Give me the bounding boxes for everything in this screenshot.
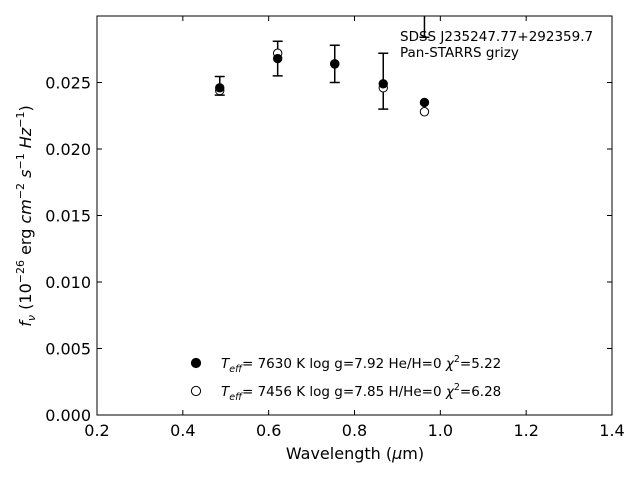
model-point-filled [215,83,225,93]
x-axis-label: Wavelength (μm) [286,444,424,463]
y-tick-label: 0.000 [45,406,91,425]
x-tick-label: 1.2 [513,421,538,440]
x-tick-label: 0.2 [84,421,109,440]
model-point-filled [419,97,430,108]
x-tick-label: 1.0 [428,421,453,440]
legend-2-chi2: =6.28 [460,384,501,400]
legend-entry-1: Teff= 7630 K log g=7.92 He/H=0 χ2=5.22 [221,354,501,375]
legend-marker-open [190,385,202,397]
model-point-filled [330,59,340,69]
x-tick-label: 0.4 [170,421,195,440]
y-tick-label: 0.005 [45,340,91,359]
observed-errorbars [214,16,430,110]
y-tick-label: 0.010 [45,273,91,292]
y-axis: 0.000 0.005 0.010 0.015 0.020 0.025 [45,74,612,425]
legend-2-comp: H/He=0 [388,384,441,400]
legend: Teff= 7630 K log g=7.92 He/H=0 χ2=5.22 T… [190,354,501,403]
legend-1-teff: 7630 K [258,356,307,372]
legend-2-logg: log g=7.85 [309,384,384,400]
y-tick-label: 0.025 [45,74,91,93]
model-point-filled [272,53,283,64]
legend-1-chi2: =5.22 [460,356,501,372]
legend-1-comp: He/H=0 [388,356,441,372]
x-axis: 0.2 0.4 0.6 0.8 1.0 1.2 1.4 [84,16,625,440]
survey-annotation: Pan-STARRS grizy [400,45,519,61]
model-point-filled [378,79,388,89]
y-tick-label: 0.020 [45,140,91,159]
model-markers [215,48,430,117]
legend-entry-2: Teff= 7456 K log g=7.85 H/He=0 χ2=6.28 [221,382,501,403]
legend-marker-filled [190,357,202,369]
object-name-annotation: SDSS J235247.77+292359.7 [400,29,593,45]
model-point-open [419,107,430,117]
x-tick-label: 0.8 [342,421,367,440]
y-tick-label: 0.015 [45,207,91,226]
x-tick-label: 0.6 [256,421,281,440]
legend-2-teff: 7456 K [258,384,307,400]
y-axis-label: fν (10−26 erg cm−2 s−1 Hz−1) [14,105,38,326]
legend-1-logg: log g=7.92 [309,356,384,372]
x-tick-label: 1.4 [599,421,624,440]
